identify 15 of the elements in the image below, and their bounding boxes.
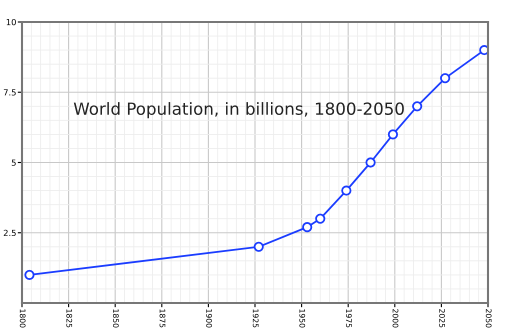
y-tick-label: 7.5 (4, 89, 16, 96)
point (440, 73, 450, 84)
point (302, 222, 312, 232)
y-tick-label: 5 (12, 160, 16, 166)
point (24, 270, 35, 280)
text: World Population, in billions, 1800-2050 (74, 102, 404, 118)
point (341, 186, 352, 196)
y-tick-label: 10 (6, 18, 16, 26)
point (365, 157, 376, 168)
point (479, 45, 488, 56)
point (315, 214, 326, 224)
point (388, 129, 398, 140)
point (254, 242, 264, 252)
y-tick-label: 2.5 (4, 230, 16, 236)
point (412, 101, 422, 112)
